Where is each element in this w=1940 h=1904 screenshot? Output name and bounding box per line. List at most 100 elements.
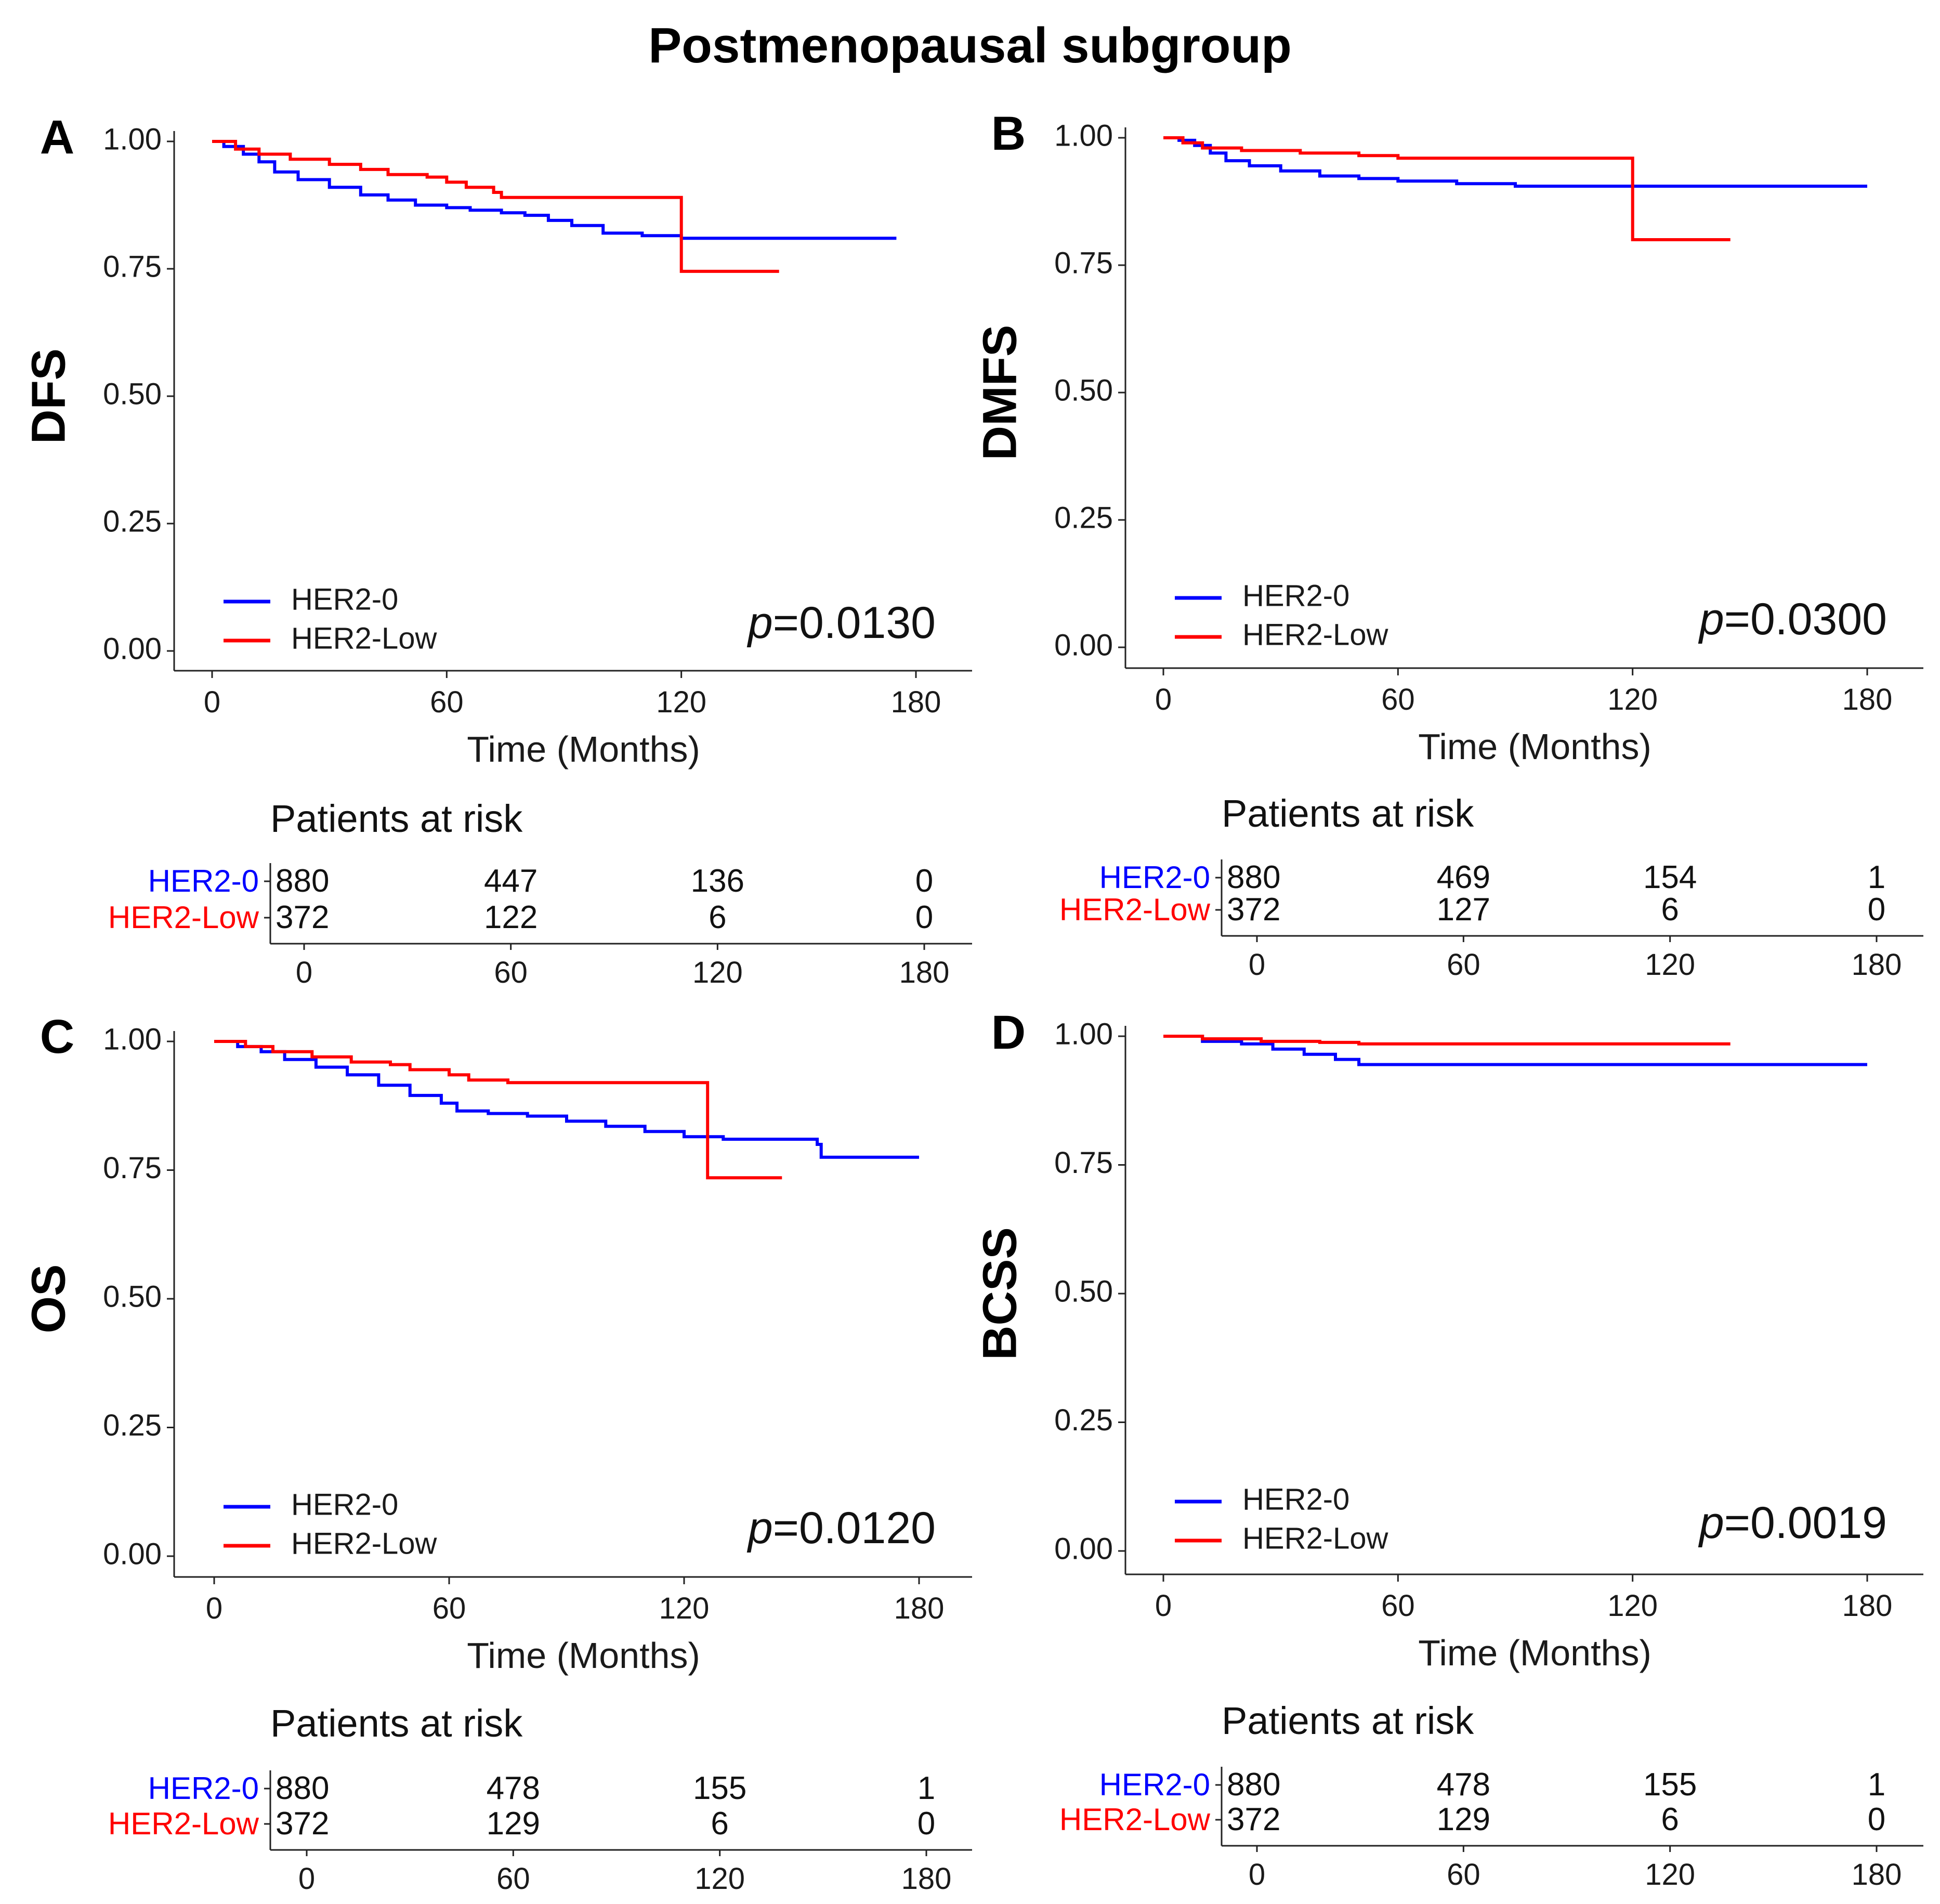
km-curve-her2-0 [212,140,897,240]
panel-label: C [40,1010,74,1063]
legend-label: HER2-Low [1242,1521,1389,1555]
risk-x-tick-label: 120 [1645,1858,1695,1892]
risk-count: 469 [1437,859,1490,895]
risk-count: 154 [1643,859,1697,895]
x-tick-label: 0 [206,1592,222,1625]
p-value: p=0.0130 [746,598,936,648]
y-tick-label: 0.50 [1054,373,1113,407]
x-tick-label: 60 [1381,1589,1415,1623]
risk-count: 1 [1868,1767,1885,1803]
x-tick-label: 180 [1842,683,1893,716]
risk-x-tick-label: 180 [899,956,950,989]
risk-x-tick-label: 0 [1249,1858,1265,1892]
y-axis-label: DFS [22,348,75,444]
p-value: p=0.0019 [1698,1498,1887,1548]
x-tick-label: 0 [204,685,220,719]
p-value-symbol: p [1698,1498,1724,1548]
x-tick-label: 180 [894,1592,945,1625]
p-value-symbol: p [746,598,773,648]
risk-table-title: Patients at risk [1222,792,1474,835]
y-tick-label: 0.50 [103,377,162,411]
p-value: p=0.0300 [1698,594,1887,644]
risk-count: 6 [709,899,726,935]
legend-label: HER2-Low [1242,618,1389,651]
x-tick-label: 60 [430,685,464,719]
risk-count: 880 [276,863,329,899]
legend-label: HER2-0 [291,582,398,616]
x-tick-label: 120 [656,685,706,719]
y-tick-label: 0.50 [1054,1274,1113,1308]
y-tick-label: 1.00 [103,1022,162,1056]
y-tick-label: 0.00 [103,1537,162,1571]
p-value-number: =0.0019 [1724,1498,1887,1548]
risk-x-tick-label: 60 [1447,948,1480,982]
y-tick-label: 0.00 [103,632,162,666]
risk-count: 127 [1437,892,1490,928]
y-tick-label: 0.75 [103,1151,162,1185]
y-tick-label: 0.75 [1054,1146,1113,1180]
y-tick-label: 1.00 [1054,119,1113,152]
risk-x-tick-label: 60 [494,956,528,989]
risk-x-tick-label: 180 [1852,948,1902,982]
p-value-number: =0.0130 [773,598,936,648]
risk-x-tick-label: 0 [298,1862,315,1896]
km-curve-her2-0 [1163,1035,1867,1066]
p-value-symbol: p [1698,594,1724,644]
risk-count: 478 [487,1770,540,1806]
y-tick-label: 0.50 [103,1280,162,1313]
figure-title: Postmenopausal subgroup [648,18,1291,73]
y-axis-label: OS [22,1264,75,1334]
x-axis-label: Time (Months) [1418,726,1651,767]
risk-table: Patients at risk HER2-0 880 469 154 1 HER2-Low… [1059,792,1923,982]
km-curve-her2-low [214,1040,782,1180]
x-tick-label: 180 [891,685,941,719]
risk-row-name: HER2-Low [108,900,259,935]
risk-count: 6 [1661,1802,1679,1837]
y-tick-label: 0.25 [103,1409,162,1442]
risk-count: 880 [1227,1767,1280,1803]
risk-table: Patients at risk HER2-0 880 478 155 1 HER2-Low… [108,1702,972,1896]
y-tick-label: 1.00 [103,122,162,156]
risk-table: Patients at risk HER2-0 880 478 155 1 HER2-Low… [1059,1699,1923,1892]
risk-x-tick-label: 120 [694,1862,745,1896]
risk-count: 372 [276,1806,329,1842]
km-curve-her2-0 [1163,136,1867,188]
x-axis-label: Time (Months) [1418,1633,1651,1673]
risk-count: 155 [693,1770,746,1806]
risk-count: 880 [276,1770,329,1806]
legend-label: HER2-0 [1242,579,1349,612]
risk-count: 0 [917,1806,935,1842]
risk-row-name: HER2-0 [1099,1767,1210,1802]
risk-table-title: Patients at risk [270,1702,523,1745]
risk-x-tick-label: 60 [496,1862,530,1896]
risk-x-tick-label: 60 [1447,1858,1480,1892]
y-tick-label: 0.00 [1054,628,1113,662]
y-tick-label: 0.25 [1054,1403,1113,1437]
panel-label: B [991,107,1026,160]
risk-count: 1 [917,1770,935,1806]
risk-row-name: HER2-Low [1059,1802,1211,1837]
risk-count: 1 [1868,859,1885,895]
legend-label: HER2-Low [291,621,438,655]
y-tick-label: 0.75 [103,250,162,283]
risk-count: 372 [276,899,329,935]
risk-count: 136 [691,863,744,899]
risk-count: 372 [1227,1802,1280,1837]
risk-table-title: Patients at risk [1222,1699,1474,1742]
risk-count: 155 [1643,1767,1697,1803]
y-tick-label: 1.00 [1054,1017,1113,1051]
risk-x-tick-label: 120 [1645,948,1695,982]
risk-count: 447 [484,863,538,899]
p-value: p=0.0120 [746,1503,936,1553]
y-axis-label: BCSS [973,1227,1026,1360]
risk-count: 880 [1227,859,1280,895]
y-axis-label: DMFS [973,325,1026,461]
risk-table: Patients at risk HER2-0 880 447 136 0 HER2-Low… [108,797,972,989]
p-value-symbol: p [746,1503,773,1553]
risk-row-name: HER2-0 [1099,860,1210,895]
y-tick-label: 0.00 [1054,1532,1113,1566]
